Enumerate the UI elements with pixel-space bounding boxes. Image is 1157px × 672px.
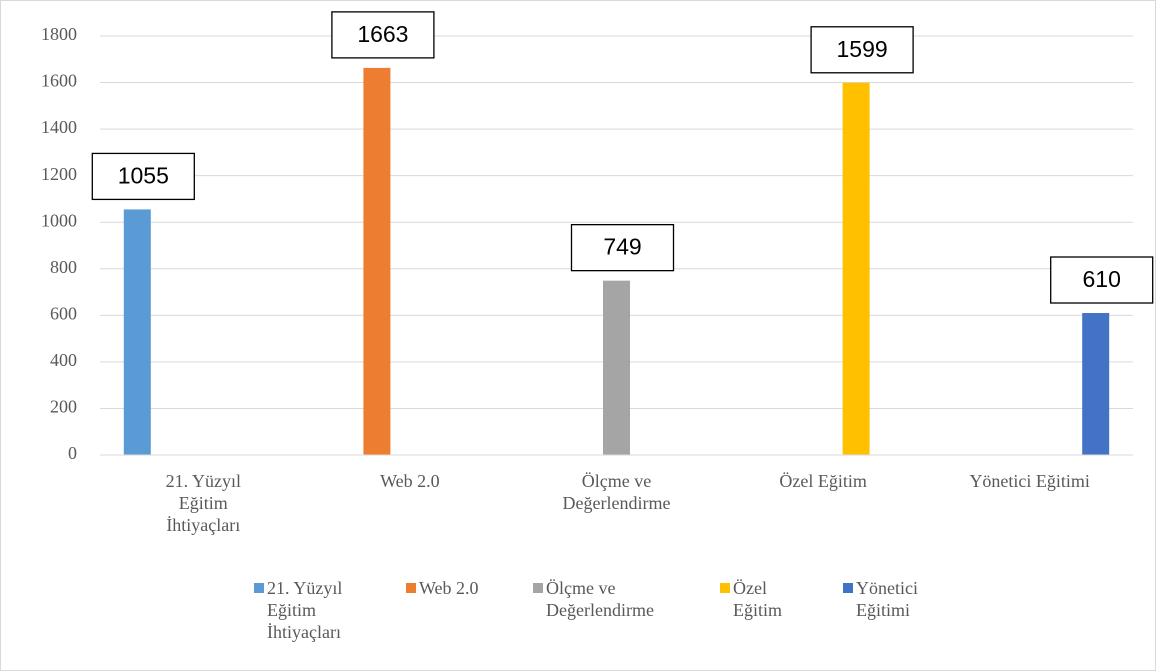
y-tick-label: 1400 xyxy=(41,117,77,137)
data-label-box xyxy=(810,26,914,74)
y-tick-label: 1800 xyxy=(41,24,77,44)
legend-label: Özel Eğitim xyxy=(733,578,782,620)
legend-swatch xyxy=(843,583,853,593)
y-tick-label: 1200 xyxy=(41,164,77,184)
legend-swatch xyxy=(254,583,264,593)
data-label: 1055 xyxy=(118,162,169,188)
legend-item: Yönetici Eğitimi xyxy=(843,577,946,621)
data-label-box xyxy=(91,152,195,201)
legend-item: Özel Eğitim xyxy=(720,577,803,621)
legend-swatch xyxy=(406,583,416,593)
data-label: 1663 xyxy=(357,21,408,47)
legend-swatch xyxy=(533,583,543,593)
legend-label: Yönetici Eğitimi xyxy=(856,578,918,620)
data-label-box xyxy=(570,223,675,272)
x-tick-label: Özel Eğitim xyxy=(779,471,867,491)
data-label: 749 xyxy=(603,234,641,260)
x-tick-label: 21. Yüzyıl Eğitim İhtiyaçları xyxy=(165,471,241,535)
bar xyxy=(123,209,151,455)
x-tick-label: Yönetici Eğitimi xyxy=(969,471,1090,491)
x-tick-label: Ölçme ve Değerlendirme xyxy=(562,471,671,513)
legend-item: Ölçme ve Değerlendirme xyxy=(533,577,696,621)
x-tick-label: Web 2.0 xyxy=(380,471,440,491)
bar xyxy=(842,82,870,455)
legend-item: 21. Yüzyıl Eğitim İhtiyaçları xyxy=(254,577,377,643)
data-label-box xyxy=(1050,256,1154,304)
y-tick-label: 1600 xyxy=(41,71,77,91)
y-tick-label: 600 xyxy=(50,303,77,323)
y-tick-label: 400 xyxy=(50,350,77,370)
legend-item: Web 2.0 xyxy=(406,577,519,599)
data-label: 1599 xyxy=(837,36,888,62)
y-tick-label: 0 xyxy=(68,443,77,463)
bar xyxy=(363,67,391,455)
bar xyxy=(1082,313,1110,455)
legend-label: Web 2.0 xyxy=(419,578,479,598)
y-tick-label: 1000 xyxy=(41,210,77,230)
bar xyxy=(603,280,630,455)
y-tick-label: 200 xyxy=(50,397,77,417)
y-tick-label: 800 xyxy=(50,257,77,277)
legend-label: Ölçme ve Değerlendirme xyxy=(546,578,654,620)
data-label: 610 xyxy=(1083,266,1121,292)
data-label-box xyxy=(331,11,435,59)
legend-swatch xyxy=(720,583,730,593)
legend-label: 21. Yüzyıl Eğitim İhtiyaçları xyxy=(267,578,343,642)
